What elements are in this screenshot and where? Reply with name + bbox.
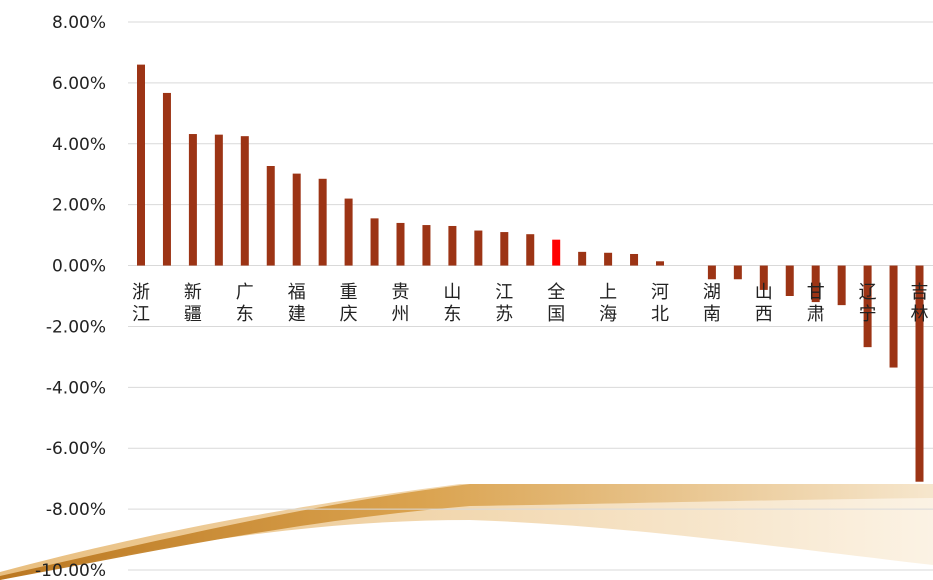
x-tick-label: 广东 — [236, 282, 254, 325]
y-tick-label: -10.00% — [35, 561, 106, 580]
x-tick-label: 辽宁 — [859, 282, 877, 325]
bar — [889, 265, 898, 368]
y-axis-tick-labels: 8.00% 6.00% 4.00% 2.00% 0.00% -2.00% -4.00% -6.… — [35, 13, 106, 580]
bar — [759, 265, 768, 290]
y-tick-label: -6.00% — [46, 439, 106, 459]
x-tick-label: 甘肃 — [807, 282, 825, 325]
bar — [656, 261, 664, 266]
bar — [292, 173, 301, 266]
bar — [318, 178, 327, 266]
bar — [837, 265, 846, 306]
bar — [863, 265, 872, 348]
y-tick-label: 0.00% — [52, 257, 106, 277]
x-tick-label: 山东 — [443, 282, 461, 325]
bar — [214, 134, 223, 266]
x-tick-label: 河北 — [651, 282, 669, 325]
bar — [448, 225, 457, 266]
bar — [733, 265, 742, 280]
x-tick-label: 湖南 — [703, 282, 721, 325]
x-tick-label: 重庆 — [340, 282, 358, 325]
x-tick-label: 贵州 — [392, 282, 410, 325]
y-tick-label: -8.00% — [46, 500, 106, 520]
bar — [162, 92, 171, 266]
bar — [422, 225, 431, 266]
bar — [266, 166, 275, 266]
bar — [240, 136, 249, 266]
bar — [137, 64, 145, 266]
bar — [578, 251, 587, 266]
y-tick-label: -2.00% — [46, 317, 106, 337]
bar — [811, 265, 820, 303]
bar — [785, 265, 794, 296]
x-tick-label: 上海 — [599, 282, 617, 325]
x-tick-label: 新疆 — [184, 282, 202, 325]
bar — [188, 134, 197, 266]
x-tick-label: 江苏 — [495, 282, 513, 325]
bar — [474, 230, 483, 266]
bar-series — [137, 64, 924, 482]
bar — [370, 218, 379, 266]
bar — [526, 234, 535, 266]
y-tick-label: 2.00% — [52, 196, 106, 216]
x-tick-label: 福建 — [288, 282, 306, 325]
x-tick-label: 山西 — [755, 282, 773, 325]
x-tick-label: 浙江 — [132, 282, 150, 325]
bar — [500, 232, 509, 266]
x-tick-label: 全国 — [547, 282, 565, 325]
x-tick-label: 吉林 — [911, 282, 929, 325]
bar — [707, 265, 716, 280]
bar — [604, 252, 613, 266]
bar — [344, 198, 353, 266]
y-tick-label: 8.00% — [52, 13, 106, 33]
decorative-swoosh — [0, 484, 933, 580]
bar — [630, 253, 639, 266]
bar — [552, 239, 561, 266]
y-tick-label: 4.00% — [52, 135, 106, 155]
y-tick-label: 6.00% — [52, 74, 106, 94]
bar — [915, 265, 924, 482]
bar — [396, 222, 405, 266]
y-tick-label: -4.00% — [46, 378, 106, 398]
